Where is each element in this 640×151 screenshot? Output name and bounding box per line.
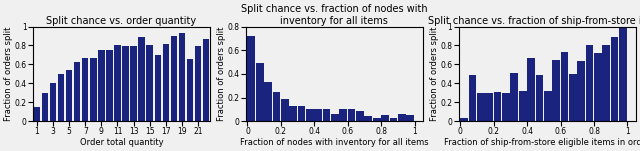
Bar: [281, 99, 289, 121]
Bar: [314, 109, 322, 121]
Bar: [586, 45, 593, 121]
Bar: [163, 44, 169, 121]
Bar: [248, 36, 255, 121]
Bar: [98, 50, 104, 121]
X-axis label: Fraction of ship-from-store eligible items in order: Fraction of ship-from-store eligible ite…: [444, 138, 640, 147]
Bar: [66, 70, 72, 121]
Y-axis label: Fraction of orders split: Fraction of orders split: [217, 27, 226, 121]
Bar: [552, 60, 560, 121]
Bar: [398, 114, 406, 121]
Bar: [619, 28, 627, 121]
Bar: [42, 93, 48, 121]
Bar: [594, 53, 602, 121]
Bar: [544, 91, 552, 121]
Bar: [611, 37, 618, 121]
Bar: [527, 58, 535, 121]
Bar: [58, 74, 65, 121]
Bar: [519, 91, 527, 121]
Bar: [195, 46, 201, 121]
Bar: [373, 118, 381, 121]
Bar: [34, 107, 40, 121]
Title: Split chance vs. fraction of ship-from-store items: Split chance vs. fraction of ship-from-s…: [428, 16, 640, 26]
Bar: [298, 106, 305, 121]
Bar: [273, 92, 280, 121]
Bar: [561, 52, 568, 121]
Y-axis label: Fraction of orders split: Fraction of orders split: [430, 27, 439, 121]
Bar: [494, 92, 502, 121]
Bar: [406, 115, 414, 121]
Bar: [289, 106, 297, 121]
Bar: [485, 93, 493, 121]
Bar: [511, 73, 518, 121]
Bar: [468, 75, 476, 121]
Bar: [138, 37, 145, 121]
Y-axis label: Fraction of orders split: Fraction of orders split: [4, 27, 13, 121]
Bar: [323, 109, 330, 121]
Bar: [106, 50, 113, 121]
Bar: [171, 36, 177, 121]
Bar: [348, 109, 355, 121]
Bar: [460, 118, 468, 121]
X-axis label: Fraction of nodes with inventory for all items: Fraction of nodes with inventory for all…: [240, 138, 429, 147]
Bar: [569, 74, 577, 121]
Bar: [90, 58, 97, 121]
Bar: [115, 45, 121, 121]
X-axis label: Order total quantity: Order total quantity: [80, 138, 163, 147]
Bar: [331, 114, 339, 121]
Bar: [256, 63, 264, 121]
Bar: [356, 111, 364, 121]
Bar: [187, 59, 193, 121]
Bar: [179, 33, 185, 121]
Bar: [131, 46, 137, 121]
Title: Split chance vs. fraction of nodes with
inventory for all items: Split chance vs. fraction of nodes with …: [241, 4, 428, 26]
Bar: [339, 109, 347, 121]
Bar: [82, 58, 88, 121]
Bar: [602, 45, 610, 121]
Bar: [203, 39, 209, 121]
Bar: [390, 118, 397, 121]
Bar: [50, 83, 56, 121]
Bar: [147, 45, 153, 121]
Bar: [264, 82, 272, 121]
Bar: [74, 62, 81, 121]
Bar: [381, 115, 389, 121]
Bar: [477, 93, 484, 121]
Bar: [577, 61, 585, 121]
Bar: [154, 55, 161, 121]
Bar: [502, 93, 510, 121]
Bar: [122, 46, 129, 121]
Bar: [536, 75, 543, 121]
Bar: [306, 109, 314, 121]
Title: Split chance vs. order quantity: Split chance vs. order quantity: [47, 16, 196, 26]
Bar: [364, 116, 372, 121]
